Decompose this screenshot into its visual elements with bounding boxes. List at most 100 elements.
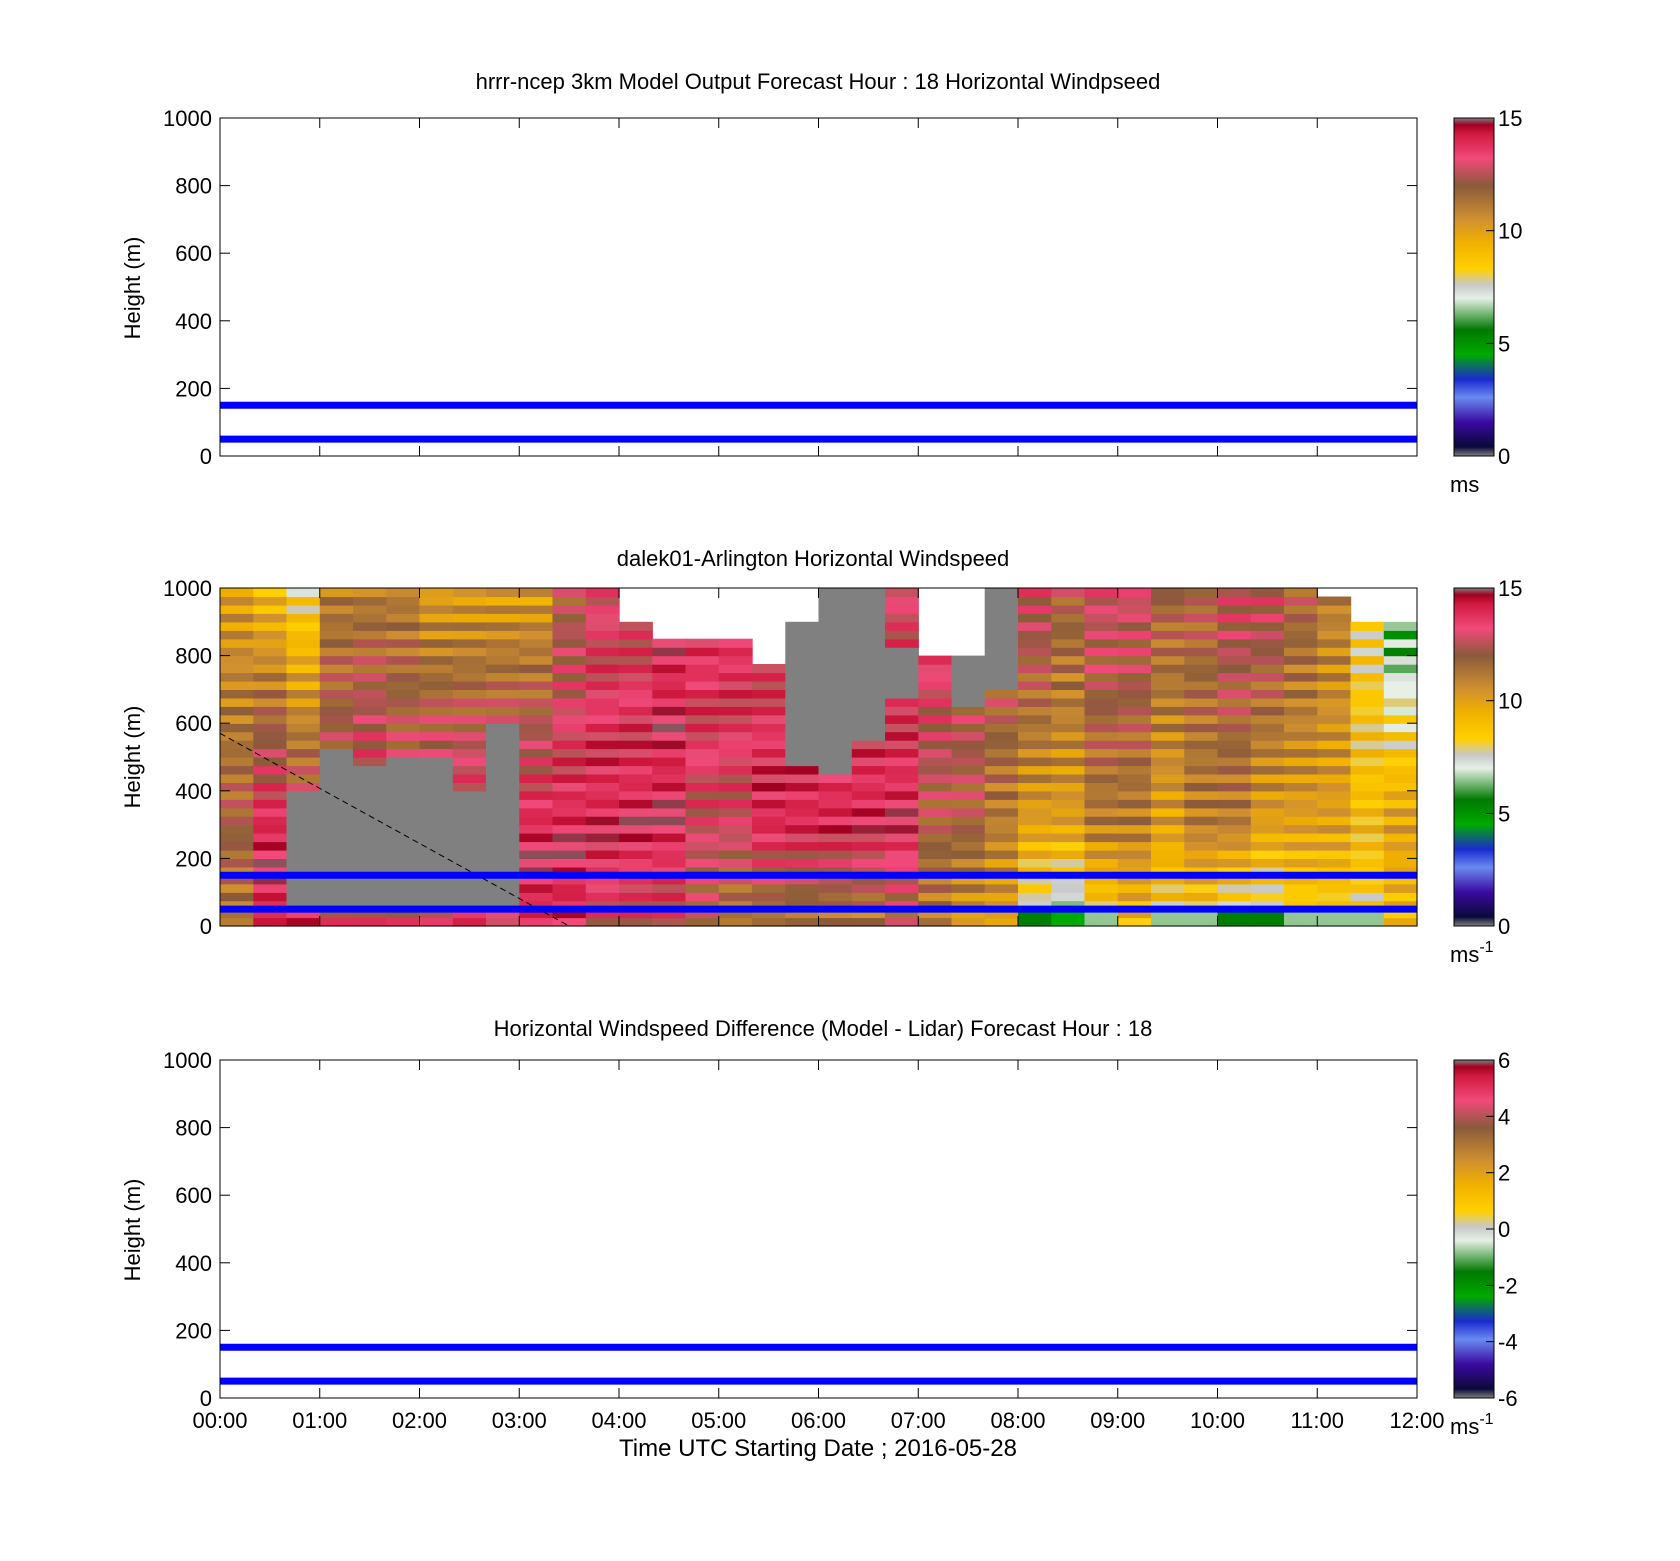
heatmap-cell <box>1084 630 1119 640</box>
heatmap-cell <box>818 689 853 699</box>
heatmap-cell <box>519 858 554 868</box>
heatmap-cell <box>1317 782 1352 792</box>
heatmap-cell <box>1350 875 1385 885</box>
heatmap-cell <box>652 850 687 859</box>
heatmap-cell <box>1217 841 1252 851</box>
heatmap-cell <box>286 748 321 758</box>
heatmap-cell <box>1350 621 1385 631</box>
heatmap-cell <box>486 765 520 775</box>
heatmap-cell <box>1184 748 1219 758</box>
heatmap-cell <box>1018 773 1052 783</box>
heatmap-cell <box>552 689 587 699</box>
heatmap-cell <box>253 689 288 699</box>
heatmap-cell <box>1151 664 1185 674</box>
heatmap-cell <box>386 816 421 826</box>
heatmap-cell <box>519 613 554 623</box>
heatmap-cell <box>1284 833 1318 843</box>
heatmap-cell <box>652 833 687 843</box>
heatmap-cell <box>519 782 554 792</box>
heatmap-cell <box>253 799 288 809</box>
heatmap-cell <box>1317 740 1352 750</box>
heatmap-cell <box>1018 689 1052 699</box>
heatmap-cell <box>1250 875 1285 885</box>
heatmap-cell <box>752 664 786 674</box>
heatmap-cell <box>619 638 653 648</box>
heatmap-cell <box>718 706 753 716</box>
heatmap-cell <box>752 807 786 817</box>
heatmap-cell <box>1350 909 1385 919</box>
colorbar-tick-label: 15 <box>1498 576 1522 601</box>
heatmap-cell <box>1084 757 1119 767</box>
heatmap-cell <box>685 841 720 851</box>
heatmap-cell <box>319 664 354 674</box>
heatmap-cell <box>1184 790 1219 800</box>
heatmap-cell <box>984 706 1019 716</box>
heatmap-cell <box>253 613 288 623</box>
heatmap-cell <box>1250 765 1285 775</box>
heatmap-cell <box>918 892 953 902</box>
heatmap-cell <box>452 621 487 631</box>
heatmap-cell <box>486 773 520 783</box>
heatmap-cell <box>951 858 986 868</box>
heatmap-cell <box>752 875 786 885</box>
heatmap-cell <box>718 664 753 674</box>
heatmap-cell <box>1350 858 1385 868</box>
heatmap-cell <box>519 824 554 834</box>
heatmap-cell <box>851 773 886 783</box>
heatmap-cell <box>1117 714 1152 724</box>
colorbar-tick-label: 5 <box>1498 801 1510 826</box>
heatmap-cell <box>918 866 953 876</box>
heatmap-cell <box>1117 706 1152 716</box>
heatmap-cell <box>951 790 986 800</box>
heatmap-cell <box>918 807 953 817</box>
heatmap-cell <box>918 900 953 910</box>
heatmap-cell <box>519 588 554 598</box>
heatmap-cell <box>319 850 354 859</box>
colorbar-unit: ms-1 <box>1450 939 1494 967</box>
heatmap-cell <box>918 773 953 783</box>
heatmap-cell <box>851 681 886 690</box>
heatmap-cell <box>1217 723 1252 733</box>
heatmap-cell <box>1084 773 1119 783</box>
heatmap-cell <box>885 765 919 775</box>
heatmap-cell <box>419 824 454 834</box>
heatmap-cell <box>1317 909 1352 919</box>
heatmap-cell <box>619 799 653 809</box>
heatmap-cell <box>486 748 520 758</box>
heatmap-cell <box>386 647 421 657</box>
heatmap-cell <box>353 697 387 707</box>
heatmap-cell <box>851 748 886 758</box>
heatmap-cell <box>1317 723 1352 733</box>
panel-difference: Horizontal Windspeed Difference (Model -… <box>120 1016 1518 1439</box>
heatmap-cell <box>1284 731 1318 741</box>
heatmap-cell <box>984 613 1019 623</box>
heatmap-cell <box>286 782 321 792</box>
heatmap-cell <box>1383 638 1418 648</box>
heatmap-cell <box>319 689 354 699</box>
heatmap-cell <box>286 596 321 606</box>
heatmap-cell <box>585 672 620 682</box>
heatmap-cell <box>1051 604 1086 614</box>
heatmap-cell <box>951 748 986 758</box>
panel-model: hrrr-ncep 3km Model Output Forecast Hour… <box>120 69 1522 497</box>
heatmap-cell <box>1317 681 1352 690</box>
heatmap-cell <box>1317 604 1352 614</box>
heatmap-cell <box>818 588 853 598</box>
heatmap-cell <box>386 790 421 800</box>
heatmap-cell <box>419 681 454 690</box>
heatmap-cell <box>685 782 720 792</box>
heatmap-cell <box>286 900 321 910</box>
heatmap-cell <box>286 765 321 775</box>
heatmap-cell <box>519 807 554 817</box>
heatmap-cell <box>452 833 487 843</box>
heatmap-cell <box>785 748 820 758</box>
heatmap-cell <box>1151 917 1185 927</box>
heatmap-cell <box>685 824 720 834</box>
heatmap-cell <box>951 824 986 834</box>
heatmap-cell <box>1117 900 1152 910</box>
heatmap-cell <box>419 799 454 809</box>
heatmap-cell <box>685 689 720 699</box>
heatmap-cell <box>452 790 487 800</box>
heatmap-cell <box>552 731 587 741</box>
heatmap-cell <box>319 714 354 724</box>
